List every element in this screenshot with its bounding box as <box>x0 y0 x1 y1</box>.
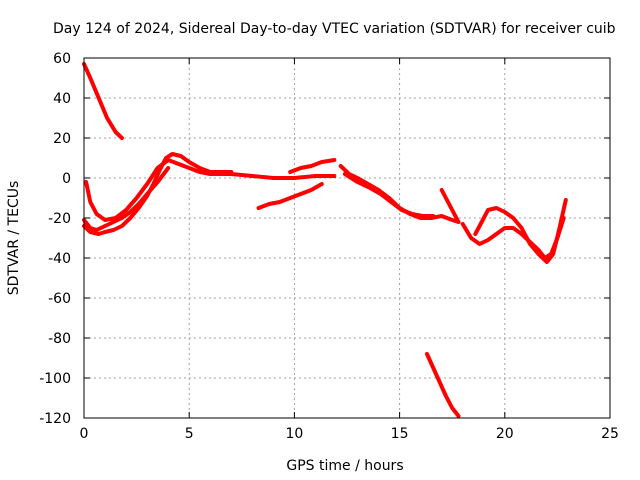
y-tick-label: -40 <box>48 251 71 267</box>
x-tick-label: 0 <box>80 426 89 442</box>
y-tick-label: -60 <box>48 291 71 307</box>
x-tick-label: 5 <box>185 426 194 442</box>
series-line-trace-10 <box>460 216 566 260</box>
y-tick-label: -120 <box>39 411 71 427</box>
y-tick-label: -80 <box>48 331 71 347</box>
x-tick-label: 20 <box>496 426 514 442</box>
series-line-trace-9 <box>439 188 461 224</box>
x-tick-label: 15 <box>391 426 409 442</box>
chart-title: Day 124 of 2024, Sidereal Day-to-day VTE… <box>53 21 616 37</box>
series-line-trace-5 <box>256 182 324 210</box>
series-line-trace-11 <box>473 198 568 264</box>
y-tick-label: 20 <box>53 131 71 147</box>
x-tick-label: 25 <box>601 426 619 442</box>
series-line-trace-8 <box>342 172 436 218</box>
series-line-trace-1 <box>82 62 124 140</box>
y-tick-label: 60 <box>53 51 71 67</box>
series-line-trace-2 <box>84 158 337 222</box>
y-tick-label: -100 <box>39 371 71 387</box>
data-series <box>82 62 568 418</box>
x-tick-label: 10 <box>285 426 303 442</box>
y-axis-label: SDTVAR / TECUs <box>6 181 22 296</box>
axis-ticks: 0 5 10 15 20 25 -120 -100 -80 -60 -40 -20 0 20 40 60 <box>39 51 619 442</box>
y-tick-label: 0 <box>62 171 71 187</box>
series-line-trace-12 <box>425 352 461 418</box>
series-line-trace-6 <box>288 158 337 174</box>
series-line-trace-4 <box>82 166 171 232</box>
grid-lines <box>84 58 610 418</box>
plot-frame <box>83 57 611 419</box>
y-tick-label: 40 <box>53 91 71 107</box>
y-tick-label: -20 <box>48 211 71 227</box>
x-axis-label: GPS time / hours <box>286 458 403 474</box>
